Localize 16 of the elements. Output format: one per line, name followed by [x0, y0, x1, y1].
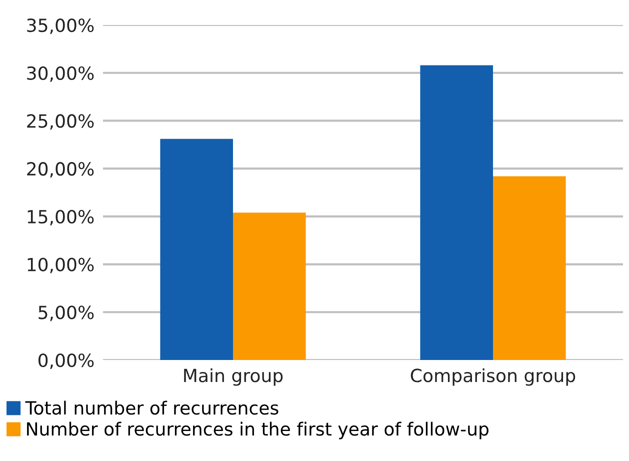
y-tick-label: 25,00% [27, 114, 94, 130]
x-tick-label: Main group [184, 368, 283, 386]
y-tick-label: 15,00% [28, 210, 94, 226]
x-tick-label: Comparison group [410, 368, 576, 386]
y-tick-label: 10,00% [28, 258, 94, 274]
bar [420, 65, 493, 360]
bar [493, 176, 566, 360]
legend-label: Total number of recurrences [25, 400, 278, 415]
y-tick-label: 20,00% [27, 162, 94, 178]
bar [160, 138, 233, 360]
y-tick-label: 35,00% [27, 18, 94, 34]
y-tick-label: 30,00% [27, 66, 94, 82]
legend-label: Number of recurrences in the first year of follow-up [27, 422, 488, 440]
y-tick-label: 0,00% [38, 353, 94, 369]
bar [233, 212, 306, 360]
y-tick-label: 5,00% [38, 306, 94, 322]
